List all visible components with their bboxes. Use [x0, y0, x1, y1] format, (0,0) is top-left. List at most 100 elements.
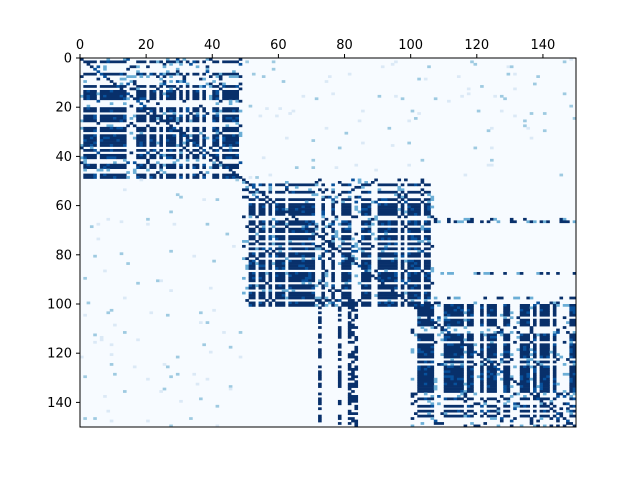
heatmap-cell — [417, 355, 435, 359]
heatmap-cell — [93, 129, 97, 133]
heatmap-cell — [136, 72, 140, 76]
heatmap-cell — [136, 134, 147, 138]
heatmap-cell — [533, 360, 537, 364]
heatmap-cell — [165, 58, 170, 61]
heatmap-cell — [397, 193, 402, 197]
heatmap-cell — [536, 385, 540, 388]
heatmap-cell — [288, 267, 306, 270]
heatmap-cell — [463, 326, 468, 329]
heatmap-cell — [443, 380, 464, 384]
heatmap-cell — [417, 348, 421, 352]
x-tick-label: 20 — [138, 38, 155, 53]
heatmap-cell — [248, 264, 256, 268]
heatmap-cell — [275, 296, 286, 300]
heatmap-cell — [466, 220, 474, 224]
heatmap-cell — [318, 279, 322, 283]
heatmap-cell — [410, 377, 415, 381]
heatmap-cell — [169, 129, 173, 133]
heatmap-cell — [156, 141, 160, 145]
heatmap-cell — [165, 117, 170, 120]
heatmap-cell — [304, 220, 309, 224]
heatmap-cell — [486, 372, 491, 376]
heatmap-cell — [417, 316, 421, 320]
heatmap-cell — [86, 156, 97, 160]
heatmap-cell — [162, 112, 167, 115]
heatmap-cell — [463, 318, 468, 322]
heatmap-cell — [228, 102, 233, 106]
heatmap-cell — [552, 318, 557, 322]
heatmap-cell — [126, 171, 130, 174]
heatmap-cell — [447, 326, 451, 329]
heatmap-cell — [374, 200, 378, 204]
heatmap-cell — [374, 276, 378, 280]
heatmap-cell — [304, 276, 312, 280]
heatmap-cell — [324, 304, 329, 307]
heatmap-cell — [106, 156, 117, 160]
heatmap-cell — [569, 397, 573, 401]
heatmap-cell — [136, 144, 140, 147]
heatmap-cell — [387, 237, 392, 241]
heatmap-cell — [413, 284, 418, 288]
heatmap-cell — [377, 252, 395, 256]
heatmap-cell — [341, 296, 352, 300]
heatmap-cell — [258, 247, 263, 251]
heatmap-cell — [122, 296, 127, 300]
heatmap-cell — [569, 296, 577, 300]
heatmap-cell — [165, 136, 177, 140]
heatmap-cell — [549, 402, 554, 406]
heatmap-cell — [417, 375, 435, 379]
heatmap-cell — [351, 375, 359, 379]
heatmap-cell — [430, 195, 435, 199]
heatmap-cell — [156, 279, 160, 283]
heatmap-cell — [298, 252, 316, 256]
heatmap-cell — [119, 119, 124, 123]
heatmap-cell — [159, 390, 163, 393]
heatmap-cell — [440, 328, 445, 332]
heatmap-cell — [413, 272, 418, 275]
heatmap-cell — [400, 190, 405, 194]
heatmap-cell — [122, 390, 127, 393]
heatmap-cell — [456, 353, 464, 356]
heatmap-cell — [321, 220, 325, 224]
heatmap-cell — [569, 321, 577, 324]
heatmap-cell — [318, 301, 325, 305]
heatmap-cell — [149, 117, 157, 120]
heatmap-cell — [410, 235, 415, 238]
heatmap-cell — [175, 193, 180, 197]
heatmap-cell — [192, 94, 200, 98]
heatmap-cell — [341, 200, 345, 204]
heatmap-cell — [423, 328, 428, 332]
heatmap-cell — [539, 343, 550, 347]
heatmap-cell — [354, 205, 359, 209]
heatmap-cell — [486, 129, 491, 133]
heatmap-cell — [328, 222, 332, 226]
heatmap-cell — [109, 343, 114, 347]
heatmap-cell — [552, 377, 557, 381]
heatmap-cell — [572, 311, 577, 315]
heatmap-cell — [248, 235, 256, 238]
heatmap-cell — [294, 230, 306, 233]
heatmap-cell — [384, 301, 388, 305]
heatmap-cell — [301, 257, 306, 261]
heatmap-cell — [513, 404, 521, 408]
heatmap-cell — [113, 82, 117, 86]
heatmap-cell — [374, 269, 378, 273]
heatmap-cell — [404, 225, 408, 229]
heatmap-cell — [99, 338, 104, 342]
heatmap-cell — [331, 252, 335, 256]
heatmap-cell — [86, 104, 91, 108]
heatmap-cell — [83, 92, 97, 96]
heatmap-cell — [83, 166, 97, 169]
heatmap-cell — [271, 217, 276, 221]
heatmap-cell — [294, 301, 299, 305]
heatmap-cell — [443, 343, 448, 347]
heatmap-cell — [367, 222, 372, 226]
heatmap-cell — [562, 60, 567, 64]
heatmap-cell — [304, 200, 309, 204]
heatmap-cell — [533, 220, 537, 224]
heatmap-cell — [447, 365, 454, 369]
heatmap-cell — [569, 380, 573, 384]
heatmap-cell — [318, 392, 322, 396]
heatmap-cell — [347, 385, 359, 388]
heatmap-cell — [275, 208, 279, 211]
